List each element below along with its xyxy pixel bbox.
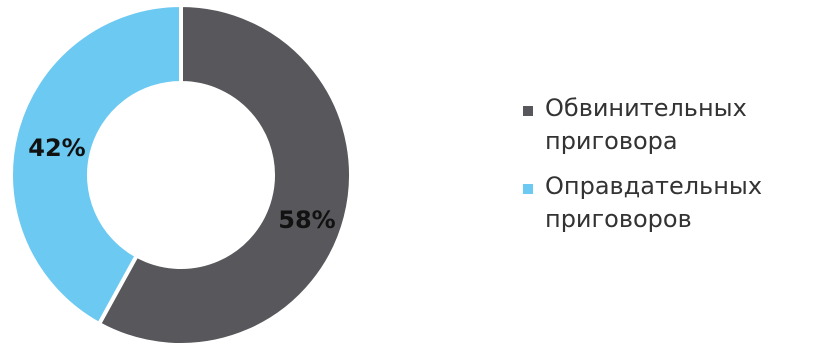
data-label-acquittals: 42% <box>28 134 85 162</box>
data-label-convictions: 58% <box>278 206 335 234</box>
legend-swatch-convictions <box>523 106 533 116</box>
legend-item-acquittals: Оправдательных приговоров <box>523 170 823 236</box>
legend-swatch-acquittals <box>523 184 533 194</box>
legend-label-convictions: Обвинительных приговора <box>545 94 747 155</box>
legend-label-acquittals: Оправдательных приговоров <box>545 172 763 233</box>
legend-item-convictions: Обвинительных приговора <box>523 92 823 158</box>
chart-legend: Обвинительных приговора Оправдательных п… <box>523 92 823 248</box>
donut-slice-convictions <box>97 3 353 346</box>
donut-slice-acquittals <box>9 3 183 326</box>
